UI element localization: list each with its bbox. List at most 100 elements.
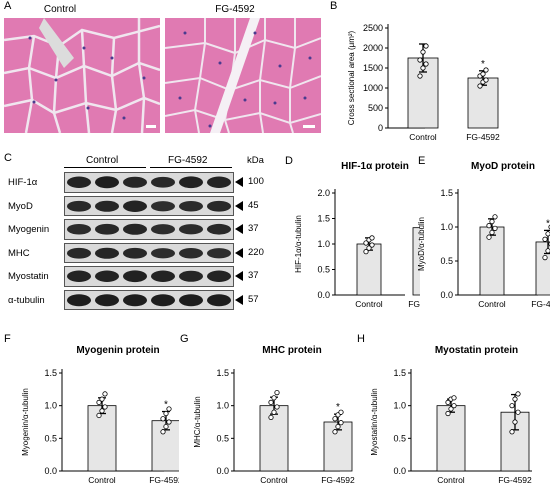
wb-arrow-icon (235, 200, 243, 211)
data-point (423, 43, 429, 49)
wb-band (95, 200, 119, 212)
wb-label-4: Myostatin (8, 271, 49, 282)
wb-band (67, 247, 91, 259)
wb-label-1: MyoD (8, 200, 33, 212)
chart-b: Cross sectional area (μm²) 0 500 1000 1500 20… (347, 23, 500, 142)
data-point (420, 65, 426, 71)
data-point (332, 429, 338, 435)
wb-arrow-icon (235, 271, 243, 281)
data-point (363, 240, 369, 246)
scale-bar-fg4592 (303, 125, 315, 128)
wb-band (207, 176, 231, 188)
wb-kda-5: 57 (248, 293, 259, 305)
significance-mark: * (546, 218, 550, 229)
chart-title: MHC protein (262, 345, 321, 356)
bar (87, 405, 117, 472)
wb-band (179, 247, 203, 258)
y-tick-label: 0.5 (216, 433, 229, 443)
data-point (542, 236, 548, 242)
panel-letter-d: D (285, 155, 293, 167)
data-point (363, 249, 369, 255)
wb-kda-1: 45 (248, 199, 259, 211)
wb-band (179, 293, 203, 306)
data-point (545, 231, 550, 237)
data-point (268, 399, 274, 406)
x-tick-label: FG-4592 (498, 475, 532, 485)
y-tick-label: 0.0 (440, 290, 453, 300)
wb-band (95, 176, 119, 189)
y-axis-label: Cross sectional area (μm²) (347, 30, 356, 125)
y-tick-label: 0.5 (440, 256, 453, 266)
y-tick-label: 0.0 (216, 466, 229, 476)
y-axis-label: Myostatin/α-tubulin (370, 388, 379, 455)
data-point (160, 429, 166, 435)
wb-band (151, 293, 175, 306)
wb-group-line-fg4592 (150, 167, 232, 168)
wb-arrow-icon (235, 177, 243, 187)
wb-band (123, 176, 147, 188)
y-tick-label: 0.0 (393, 466, 406, 476)
y-tick-label: 1000 (363, 83, 383, 93)
data-point (369, 242, 375, 248)
wb-band (123, 270, 147, 283)
data-point (274, 404, 280, 410)
panel-letter-c: C (4, 152, 12, 164)
data-point (96, 399, 102, 406)
y-tick-label: 2000 (363, 43, 383, 53)
panel-letter-h: H (357, 333, 365, 345)
wb-blot-5 (64, 289, 234, 310)
wb-band (151, 200, 175, 211)
wb-label-3: MHC (8, 247, 30, 259)
x-tick-label: Control (88, 475, 116, 485)
wb-label-2: Myogenin (8, 224, 50, 235)
wb-band (95, 247, 119, 259)
wb-band (207, 200, 231, 212)
data-point (423, 61, 429, 67)
data-point (274, 389, 280, 396)
data-point (417, 73, 423, 79)
wb-band (67, 224, 91, 235)
y-tick-label: 0.0 (317, 290, 330, 300)
y-tick-label: 1.5 (216, 368, 229, 378)
bar (467, 77, 499, 129)
chart-d: HIF-1α protein HIF-1α/α-tubulin 0.0 0.5 1.0 1… (294, 161, 420, 309)
wb-band (95, 270, 119, 282)
panel-letter-b: B (330, 0, 338, 12)
y-tick-label: 1.0 (44, 401, 57, 411)
chart-g: MHC protein MHC/α-tubulin 0.0 0.5 1.0 1.5 Cont… (193, 345, 355, 485)
wb-band (67, 270, 91, 282)
wb-kda-0: 100 (248, 176, 264, 187)
chart-title: Myogenin protein (76, 345, 159, 356)
data-point (492, 214, 498, 220)
data-point (166, 419, 172, 425)
y-axis-label: MHC/α-tubulin (193, 396, 202, 447)
panel-letter-f: F (4, 333, 11, 345)
wb-band (207, 223, 231, 235)
histology-fg4592-svg (165, 18, 321, 133)
panel-letter-a: A (4, 0, 12, 12)
wb-band (151, 247, 175, 258)
wb-band (67, 176, 91, 188)
wb-arrow-icon (235, 224, 243, 234)
y-axis-label: Myogenin/α-tubulin (21, 388, 30, 456)
bar (356, 243, 382, 296)
wb-group-control: Control (86, 155, 119, 166)
histology-label-fg4592: FG-4592 (215, 4, 255, 15)
wb-band (179, 176, 203, 189)
y-tick-label: 1.5 (440, 188, 453, 198)
data-point (492, 225, 498, 231)
data-point (483, 67, 489, 73)
wb-band (151, 270, 175, 282)
wb-kda-2: 37 (248, 223, 259, 234)
wb-band (207, 270, 231, 282)
data-point (332, 416, 338, 422)
wb-kda-4: 37 (248, 270, 259, 281)
data-point (542, 255, 548, 261)
data-point (99, 396, 105, 402)
data-point (477, 83, 483, 89)
data-point (99, 408, 105, 414)
wb-blot-1 (64, 195, 234, 216)
y-tick-label: 500 (368, 103, 383, 113)
data-point (512, 396, 518, 402)
data-point (417, 57, 423, 63)
